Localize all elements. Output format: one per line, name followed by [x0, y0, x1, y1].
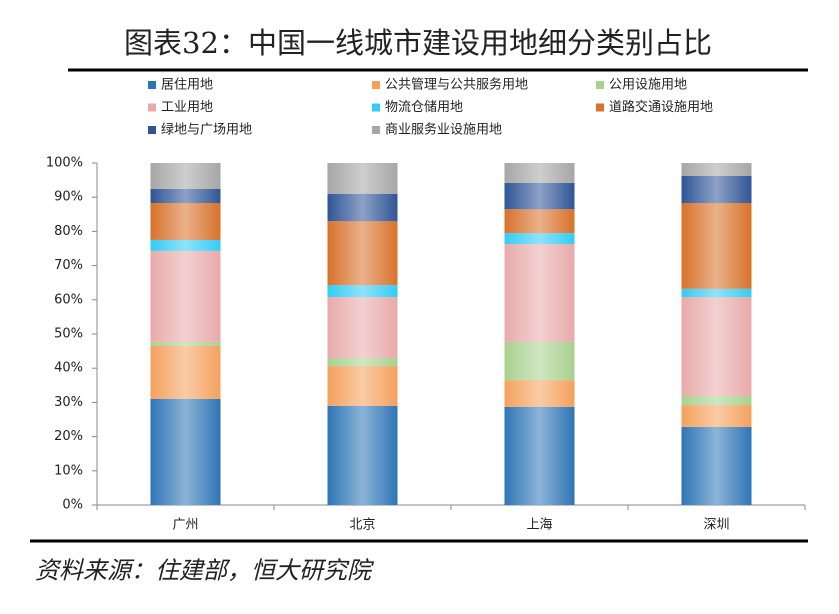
legend-swatch — [372, 103, 380, 112]
legend-label: 道路交通设施用地 — [609, 99, 713, 115]
x-tick-label: 北京 — [349, 518, 375, 533]
bar-sheen — [504, 380, 575, 407]
bar-sheen — [681, 203, 752, 289]
y-tick-label: 60% — [54, 292, 83, 307]
legend-label: 居住用地 — [161, 78, 213, 93]
x-tick-label: 上海 — [526, 518, 552, 533]
legend-label: 公用设施用地 — [609, 78, 687, 93]
bar-sheen — [681, 427, 752, 505]
legend-label: 公共管理与公共服务用地 — [385, 77, 528, 93]
bar-sheen — [327, 163, 398, 194]
bar-sheen — [327, 221, 398, 286]
legend-swatch — [596, 103, 604, 112]
legend-swatch — [372, 81, 380, 89]
bar-sheen — [327, 285, 398, 298]
x-tick-label: 深圳 — [703, 518, 729, 533]
bar-sheen — [504, 163, 575, 183]
bar-sheen — [150, 239, 221, 251]
y-tick-label: 70% — [54, 258, 83, 273]
legend-label: 绿地与广场用地 — [161, 123, 252, 138]
bar-sheen — [150, 203, 221, 240]
bar-sheen — [681, 288, 752, 298]
bar-sheen — [150, 398, 221, 505]
bar-sheen — [681, 297, 752, 396]
source-note: 资料来源：住建部，恒大研究院 — [35, 557, 375, 585]
bar-sheen — [150, 163, 221, 189]
y-tick-label: 10% — [54, 463, 83, 478]
y-tick-label: 80% — [54, 224, 83, 239]
bar-sheen — [327, 366, 398, 406]
bar-sheen — [504, 182, 575, 210]
legend-swatch — [596, 81, 604, 89]
bar-sheen — [150, 345, 221, 399]
bar-sheen — [327, 297, 398, 358]
legend-label: 物流仓储用地 — [385, 100, 463, 115]
y-tick-label: 30% — [54, 395, 83, 410]
legend-label: 工业用地 — [161, 100, 213, 115]
legend-swatch — [148, 126, 156, 134]
legend-swatch — [372, 126, 380, 134]
bar-sheen — [681, 163, 752, 176]
bar-sheen — [327, 405, 398, 505]
bar-sheen — [504, 244, 575, 342]
x-tick-label: 广州 — [172, 518, 198, 533]
bar-sheen — [681, 405, 752, 428]
bar-sheen — [681, 175, 752, 204]
bar-sheen — [327, 357, 398, 367]
bar-sheen — [327, 193, 398, 222]
y-tick-label: 90% — [54, 190, 83, 205]
chart-title: 图表32：中国一线城市建设用地细分类别占比 — [124, 26, 712, 60]
bar-sheen — [504, 341, 575, 381]
legend-swatch — [148, 81, 156, 89]
bar-sheen — [681, 395, 752, 406]
y-tick-label: 50% — [54, 327, 83, 342]
y-tick-label: 20% — [54, 429, 83, 444]
bar-sheen — [504, 209, 575, 234]
bar-sheen — [504, 406, 575, 505]
bar-sheen — [150, 341, 221, 346]
bar-sheen — [150, 188, 221, 204]
bar-sheen — [504, 233, 575, 245]
y-tick-label: 0% — [62, 498, 83, 513]
legend-swatch — [148, 103, 156, 112]
y-tick-label: 100% — [46, 156, 83, 171]
legend-label: 商业服务业设施用地 — [385, 122, 502, 138]
y-tick-label: 40% — [54, 361, 83, 376]
bar-sheen — [150, 250, 221, 342]
